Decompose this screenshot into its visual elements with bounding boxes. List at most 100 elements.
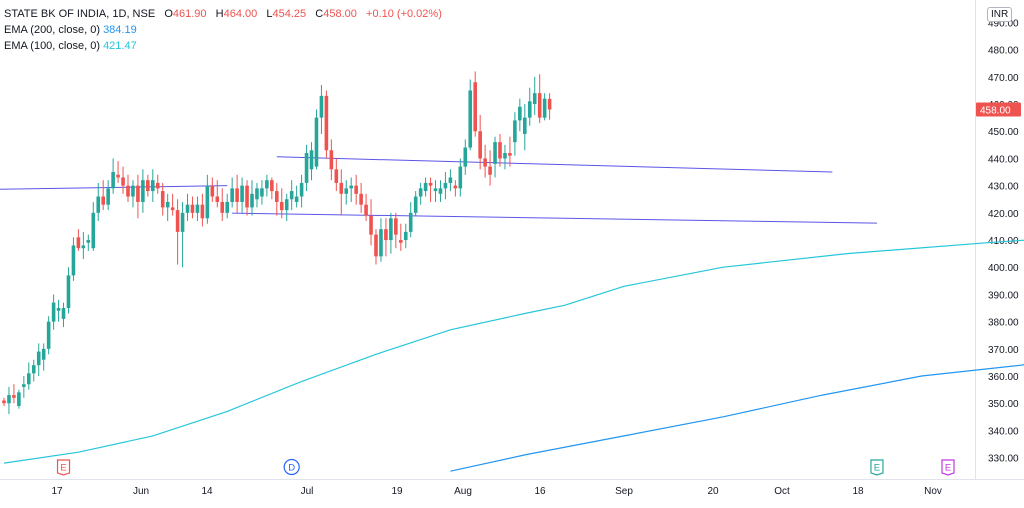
candle-body — [61, 308, 66, 319]
candle-body — [508, 153, 512, 156]
legend-ema100-label: EMA (100, close, 0) — [4, 40, 100, 52]
candle-body — [532, 93, 537, 105]
candle-body — [294, 196, 299, 202]
y-tick-label: 330.00 — [988, 454, 1019, 465]
legend-low-value: 454.25 — [272, 8, 307, 20]
trendline-channel-bottom[interactable] — [232, 212, 877, 224]
y-tick-label: 350.00 — [988, 399, 1019, 410]
candle-body — [260, 188, 264, 197]
candle-body — [22, 384, 26, 387]
candle-body — [364, 204, 368, 216]
y-tick-label: 390.00 — [988, 290, 1019, 301]
candle-body — [131, 185, 135, 197]
candle-body — [126, 185, 130, 197]
candle-body — [537, 93, 542, 118]
candle-body — [463, 147, 468, 167]
candle-body — [413, 196, 418, 213]
candle-body — [265, 180, 269, 189]
candle-body — [438, 188, 443, 194]
ema100-line — [3, 239, 1024, 464]
candle-body — [473, 82, 477, 132]
candle-body — [493, 142, 497, 164]
candle-body — [304, 153, 309, 183]
candle-body — [443, 182, 448, 189]
candle-body — [86, 240, 91, 243]
candle-body — [334, 169, 339, 183]
candle-body — [384, 229, 388, 241]
y-tick-label: 380.00 — [988, 318, 1019, 329]
candle-body — [151, 180, 155, 192]
candle-body — [547, 98, 552, 110]
candle-body — [284, 199, 289, 211]
candle-body — [56, 308, 61, 311]
candle-body — [394, 218, 398, 235]
legend-ema200-row[interactable]: EMA (200, close, 0) 384.19 — [4, 22, 442, 38]
currency-button[interactable]: INR — [987, 7, 1013, 22]
candle-body — [2, 400, 6, 404]
x-tick-label: Sep — [615, 486, 633, 497]
candle-body — [369, 215, 373, 235]
candle-body — [275, 191, 279, 202]
candle-body — [160, 191, 165, 208]
candle-body — [96, 196, 101, 213]
candle-body — [423, 182, 428, 192]
candle-body — [81, 245, 86, 249]
earnings-marker[interactable] — [56, 459, 71, 476]
trendline-left-support[interactable] — [0, 185, 228, 192]
candle-body — [136, 185, 140, 202]
candle-body — [36, 351, 41, 366]
candle-body — [91, 212, 96, 249]
candle-body — [31, 365, 36, 374]
candle-body — [458, 166, 463, 189]
candle-body — [354, 185, 358, 194]
legend-open-value: 461.90 — [172, 8, 207, 20]
candle-body — [349, 185, 353, 189]
candle-body — [289, 191, 294, 200]
candle-body — [374, 234, 378, 257]
candle-body — [141, 180, 145, 202]
event-marker-label: D — [288, 463, 295, 474]
x-tick-label: Jul — [301, 486, 314, 497]
candle-body — [51, 302, 56, 322]
last-price-label: 458.00 — [980, 105, 1011, 116]
y-tick-label: 370.00 — [988, 345, 1019, 356]
x-tick-label: 20 — [707, 486, 719, 497]
candle-body — [319, 95, 324, 118]
candle-body — [7, 395, 11, 404]
candle-body — [468, 90, 473, 148]
candle-body — [215, 196, 220, 202]
earnings-marker[interactable] — [941, 459, 955, 476]
earnings-marker[interactable] — [870, 459, 884, 476]
x-tick-label: Nov — [924, 486, 942, 497]
dividend-marker[interactable] — [283, 458, 300, 476]
candle-body — [195, 204, 200, 213]
candle-body — [235, 188, 239, 202]
candle-body — [344, 188, 349, 194]
legend-open-label: O — [164, 8, 173, 20]
candle-body — [155, 182, 160, 189]
candle-body — [12, 395, 16, 398]
candle-body — [299, 182, 304, 197]
candle-body — [329, 150, 334, 170]
y-tick-label: 430.00 — [988, 182, 1019, 193]
x-tick-label: Aug — [454, 486, 472, 497]
candle-body — [255, 188, 259, 200]
candle-body — [542, 98, 547, 118]
candle-body — [324, 95, 329, 151]
y-tick-label: 340.00 — [988, 426, 1019, 437]
candle-body — [66, 275, 71, 309]
legend-high-value: 464.00 — [223, 8, 258, 20]
y-tick-label: 480.00 — [988, 46, 1019, 57]
candle-body — [210, 185, 215, 197]
x-tick-label: 16 — [534, 486, 546, 497]
candle-body — [428, 182, 433, 186]
candle-body — [518, 106, 522, 121]
candle-body — [483, 158, 487, 167]
legend-ema100-row[interactable]: EMA (100, close, 0) 421.47 — [4, 38, 442, 54]
candle-body — [314, 117, 319, 167]
candle-body — [359, 193, 363, 205]
trendline-channel-top[interactable] — [276, 156, 833, 173]
candle-body — [478, 131, 482, 159]
